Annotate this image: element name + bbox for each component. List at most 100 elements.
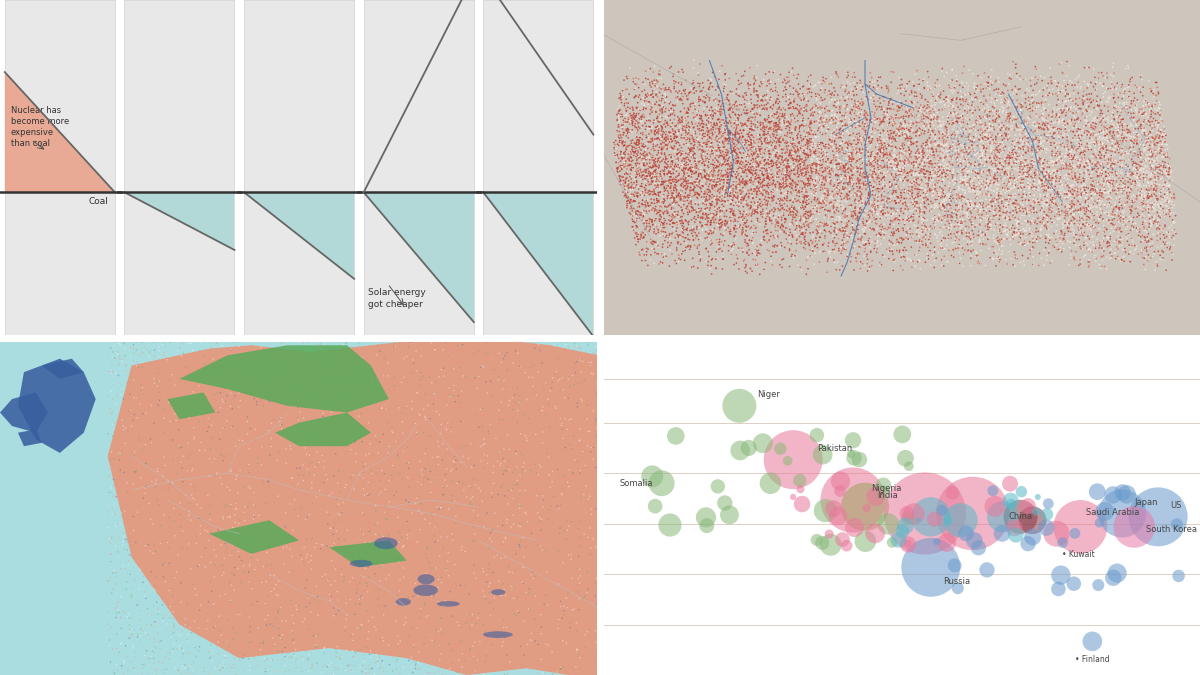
Point [780,179,799,190]
Point [1159,205,1178,215]
Point [301,458,320,468]
Point [797,130,816,141]
Point [697,110,716,121]
Point [1145,139,1164,150]
Point [823,135,842,146]
Point [112,471,131,482]
Point [334,438,353,449]
Point [868,113,887,124]
Point [738,149,757,160]
Point [998,103,1018,114]
Point [167,393,186,404]
Point [928,196,947,207]
Point [1114,136,1133,146]
Point [1012,161,1031,172]
Point [697,256,716,267]
Point [1097,132,1116,142]
Ellipse shape [414,585,438,596]
Point [632,178,652,189]
Point [1012,171,1031,182]
Point [767,119,786,130]
Point [1157,148,1176,159]
Point [872,221,892,232]
Point [113,503,132,514]
Point [1064,147,1084,158]
Point [853,132,872,142]
Point [701,176,720,186]
Point [770,69,790,80]
Point [716,169,736,180]
Point [884,164,904,175]
Point [156,349,175,360]
Point [732,230,751,240]
Point [493,520,512,531]
Point [726,130,745,141]
Point [937,159,956,170]
Point [360,379,379,389]
Point [1079,256,1098,267]
Point [805,107,824,117]
Point [712,236,731,247]
Point [989,86,1008,97]
Point [839,138,858,148]
Point [514,450,533,460]
Point [828,111,847,122]
Point [736,134,755,145]
Point [180,338,199,349]
Point [1134,140,1153,151]
Point [212,497,232,508]
Point [908,188,928,198]
Point [376,352,395,362]
Point [251,398,270,409]
Point [860,177,880,188]
Point [863,161,882,171]
Point [791,132,810,143]
Point [245,518,264,529]
Point [961,238,980,249]
Point [994,221,1013,232]
Point [610,122,629,132]
Point [1153,203,1172,214]
Point [899,138,918,149]
Point [868,173,887,184]
Point [323,406,342,417]
Point [878,134,898,144]
Point [706,104,725,115]
Point [264,641,283,651]
Point [151,635,170,646]
Point [757,99,776,110]
Point [494,468,514,479]
Point [202,586,221,597]
Point [1028,145,1048,156]
Point [620,116,640,127]
Point [870,101,889,112]
Point [341,481,360,491]
Point [643,133,662,144]
Point [1146,180,1165,191]
Point [811,177,830,188]
Point [665,195,684,206]
Point [289,605,308,616]
Point [907,65,926,76]
Point [950,158,970,169]
Point [852,180,871,191]
Point [827,205,846,215]
Point [715,195,734,206]
Point [1124,115,1144,126]
Point [900,144,919,155]
Point [222,574,241,585]
Point [970,205,989,215]
Point [98,522,118,533]
Point [1078,116,1097,127]
Point [683,231,702,242]
Point [347,599,366,610]
Point [779,99,798,110]
Point [624,109,643,120]
Point [716,166,736,177]
Point [841,248,860,259]
Point [989,105,1008,116]
Point [437,557,456,568]
Point [422,497,442,508]
Point [654,219,673,230]
Point [289,601,308,612]
